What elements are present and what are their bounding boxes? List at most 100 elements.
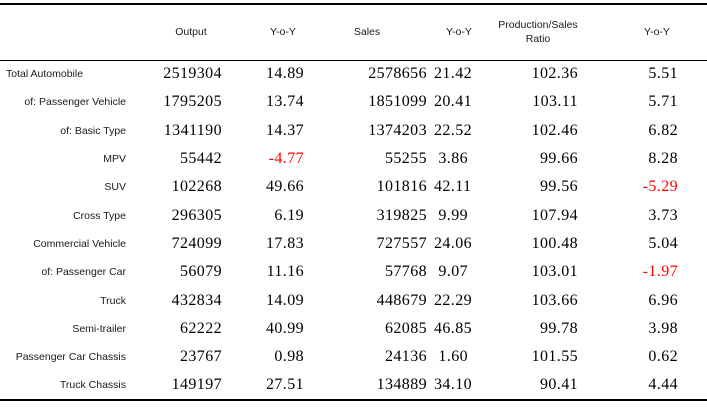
cell-yoy-sales: 1.60 [438, 348, 468, 366]
cell-yoy-ratio: 5.71 [648, 93, 678, 111]
cell-yoy-output: 14.37 [266, 121, 304, 139]
cell-ps-ratio: 99.56 [540, 178, 578, 196]
cell-yoy-sales: 22.52 [434, 121, 472, 139]
cell-yoy-ratio: 5.04 [648, 234, 678, 252]
column-header-yoy-sales: Y-o-Y [446, 26, 472, 39]
cell-yoy-output: 0.98 [274, 348, 304, 366]
row-label: Semi-trailer [72, 322, 126, 335]
cell-sales: 1374203 [368, 121, 427, 139]
cell-ps-ratio: 103.01 [531, 263, 578, 281]
table-row: of: Passenger Car 56079 11.16 57768 9.07 103.… [0, 258, 707, 286]
table-row: Total Automobile 2519304 14.89 2578656 21.42… [0, 60, 707, 88]
cell-yoy-sales: 22.29 [434, 291, 472, 309]
cell-sales: 55255 [385, 150, 427, 168]
cell-output: 432834 [171, 291, 222, 309]
cell-output: 1341190 [163, 121, 222, 139]
cell-yoy-sales: 24.06 [434, 234, 472, 252]
cell-ps-ratio: 102.46 [531, 121, 578, 139]
cell-output: 149197 [171, 375, 222, 393]
cell-sales: 319825 [376, 206, 427, 224]
cell-yoy-ratio: 5.51 [648, 65, 678, 83]
column-header-yoy-output: Y-o-Y [270, 26, 296, 39]
row-label: Passenger Car Chassis [15, 351, 126, 364]
cell-yoy-sales: 42.11 [434, 178, 472, 196]
cell-output: 62222 [180, 319, 222, 337]
cell-ps-ratio: 101.55 [531, 348, 578, 366]
cell-output: 23767 [180, 348, 222, 366]
cell-yoy-ratio: 3.73 [648, 206, 678, 224]
column-header-row-label [0, 4, 152, 60]
cell-ps-ratio: 90.41 [540, 375, 578, 393]
table-row: of: Basic Type 1341190 14.37 1374203 22.52 10… [0, 117, 707, 145]
cell-ps-ratio: 99.78 [540, 319, 578, 337]
cell-yoy-sales: 9.07 [438, 263, 468, 281]
row-label: Truck [100, 294, 126, 307]
cell-yoy-output: 6.19 [274, 206, 304, 224]
row-label: Commercial Vehicle [33, 237, 126, 250]
row-label: Total Automobile [6, 68, 84, 81]
cell-yoy-sales: 21.42 [434, 65, 472, 83]
cell-yoy-output: 13.74 [266, 93, 304, 111]
cell-ps-ratio: 107.94 [531, 206, 578, 224]
row-label: of: Passenger Vehicle [24, 96, 126, 109]
cell-sales: 1851099 [368, 93, 427, 111]
cell-yoy-sales: 46.85 [434, 319, 472, 337]
row-label: Cross Type [73, 209, 126, 222]
cell-yoy-output: 17.83 [266, 234, 304, 252]
cell-sales: 62085 [385, 319, 427, 337]
cell-ps-ratio: 100.48 [531, 234, 578, 252]
cell-yoy-ratio: 3.98 [648, 319, 678, 337]
cell-output: 724099 [171, 234, 222, 252]
cell-yoy-ratio: 8.28 [648, 150, 678, 168]
cell-output: 102268 [171, 178, 222, 196]
table-row: Truck 432834 14.09 448679 22.29 103.66 6.96 [0, 286, 707, 314]
cell-output: 2519304 [163, 65, 222, 83]
cell-ps-ratio: 103.66 [531, 291, 578, 309]
cell-ps-ratio: 103.11 [532, 93, 578, 111]
auto-production-sales-table: Output Y-o-Y Sales Y-o-Y Production/Sale… [0, 3, 707, 401]
cell-yoy-ratio: 4.44 [648, 375, 678, 393]
table-row: of: Passenger Vehicle 1795205 13.74 1851099… [0, 88, 707, 116]
row-label: of: Passenger Car [41, 266, 126, 279]
cell-sales: 101816 [376, 178, 427, 196]
table-row: Passenger Car Chassis 23767 0.98 24136 1.60 1… [0, 343, 707, 371]
cell-ps-ratio: 102.36 [531, 65, 578, 83]
row-label: MPV [103, 153, 126, 166]
cell-yoy-ratio: 6.96 [648, 291, 678, 309]
row-label: Truck Chassis [59, 378, 126, 391]
cell-yoy-ratio: 0.62 [648, 348, 678, 366]
cell-yoy-output: 40.99 [266, 319, 304, 337]
cell-output: 56079 [180, 263, 222, 281]
cell-yoy-sales: 20.41 [434, 93, 472, 111]
cell-yoy-sales: 34.10 [434, 375, 472, 393]
row-label: of: Basic Type [60, 124, 126, 137]
cell-yoy-output: 27.51 [266, 375, 304, 393]
cell-output: 1795205 [163, 93, 222, 111]
cell-yoy-output: 14.89 [266, 65, 304, 83]
cell-output: 296305 [171, 206, 222, 224]
table-row: Semi-trailer 62222 40.99 62085 46.85 99.78 3.9… [0, 315, 707, 343]
cell-yoy-output: 14.09 [266, 291, 304, 309]
table-row: SUV 102268 49.66 101816 42.11 99.56 -5.29 [0, 173, 707, 201]
table-row: Commercial Vehicle 724099 17.83 727557 24.06… [0, 230, 707, 258]
cell-yoy-output: -4.77 [268, 150, 304, 168]
column-header-ps-ratio: Production/Sales Ratio [498, 19, 578, 46]
cell-sales: 24136 [385, 348, 427, 366]
cell-yoy-output: 49.66 [266, 178, 304, 196]
cell-yoy-ratio: -5.29 [642, 178, 678, 196]
column-header-output: Output [175, 26, 207, 39]
header-row: Output Y-o-Y Sales Y-o-Y Production/Sale… [0, 4, 707, 60]
table-body: Total Automobile 2519304 14.89 2578656 21.42… [0, 60, 707, 400]
column-header-yoy-ratio: Y-o-Y [644, 26, 670, 39]
cell-sales: 57768 [385, 263, 427, 281]
cell-ps-ratio: 99.66 [540, 150, 578, 168]
cell-yoy-ratio: -1.97 [642, 263, 678, 281]
cell-yoy-ratio: 6.82 [648, 121, 678, 139]
cell-sales: 134889 [376, 375, 427, 393]
table-row: Truck Chassis 149197 27.51 134889 34.10 90.41… [0, 371, 707, 399]
cell-sales: 727557 [376, 234, 427, 252]
cell-yoy-output: 11.16 [266, 263, 304, 281]
cell-yoy-sales: 3.86 [438, 150, 468, 168]
cell-yoy-sales: 9.99 [438, 206, 468, 224]
